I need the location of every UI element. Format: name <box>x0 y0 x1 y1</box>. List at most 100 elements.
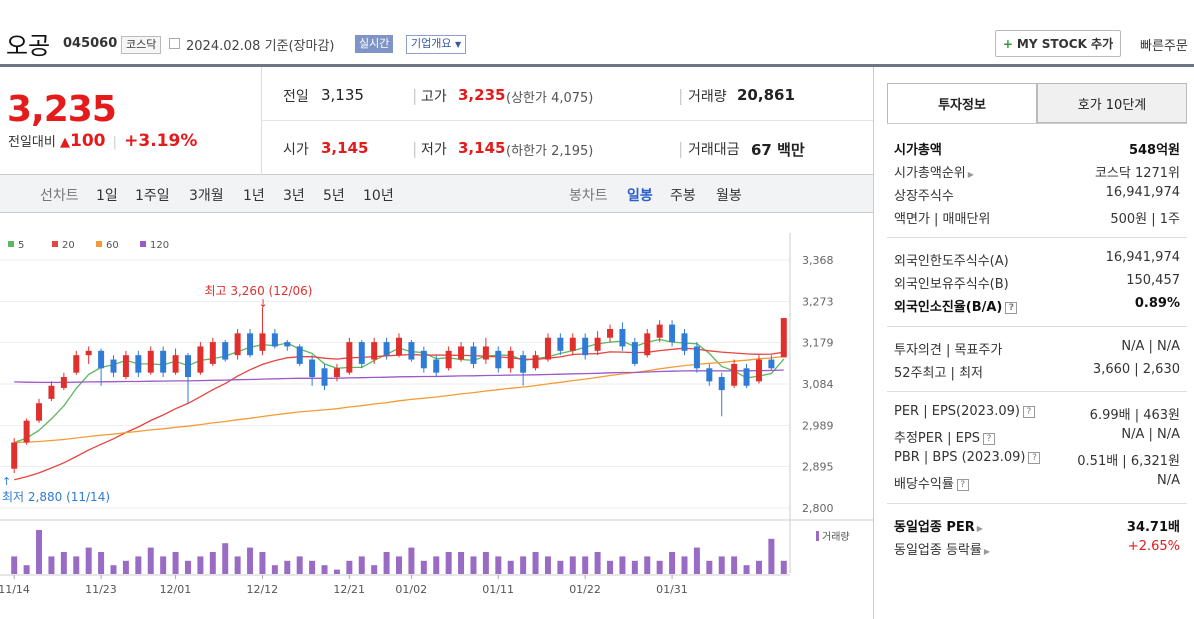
my-stock-add-button[interactable]: + MY STOCK 추가 <box>995 30 1121 57</box>
period-1y[interactable]: 1년 <box>243 188 265 204</box>
row-industry-change[interactable]: 동일업종 등락률 ▶ +2.65% <box>894 539 1180 562</box>
candle-body <box>557 337 564 351</box>
tab-invest-info[interactable]: 투자정보 <box>887 83 1037 123</box>
row-foreign-ratio: 외국인소진율(B/A)? 0.89% <box>894 296 1180 319</box>
high-value: 3,235 <box>458 86 506 104</box>
period-3y[interactable]: 3년 <box>283 188 305 204</box>
volume-bar <box>110 565 117 574</box>
period-1w[interactable]: 1주일 <box>135 188 170 204</box>
volume-bar <box>681 556 688 574</box>
upper-limit: (상한가 4,075) <box>506 91 594 106</box>
label: 추정PER | EPS <box>894 431 980 446</box>
candle-body <box>271 333 278 347</box>
candle-body <box>184 355 191 378</box>
arrow-up-icon: ↑ <box>2 475 11 488</box>
row-market-cap-rank[interactable]: 시가총액순위 ▶ 코스닥 1271위 <box>894 162 1180 185</box>
candle-daily[interactable]: 일봉 <box>627 188 653 204</box>
volume-bar <box>147 547 154 574</box>
company-info-dropdown[interactable]: 기업개요 ▼ <box>406 35 467 54</box>
row-face-value: 액면가 | 매매단위 500원 | 1주 <box>894 208 1180 231</box>
label: 외국인한도주식수(A) <box>894 254 1009 269</box>
volume-bar <box>321 565 328 574</box>
tab-hoga-10[interactable]: 호가 10단계 <box>1037 83 1187 123</box>
candle-body <box>147 350 154 373</box>
volume-bar <box>60 552 67 574</box>
label: 액면가 | 매매단위 <box>894 212 991 227</box>
volume-bar <box>557 560 564 574</box>
up-triangle-icon: ▲ <box>59 135 70 150</box>
low-label: 저가 <box>421 142 447 158</box>
volume-bar <box>85 547 92 574</box>
period-5y[interactable]: 5년 <box>323 188 345 204</box>
candle-body <box>731 363 738 386</box>
my-stock-label: MY STOCK 추가 <box>1016 37 1114 51</box>
y-tick-label: 3,368 <box>802 254 834 267</box>
candle-body <box>296 346 303 364</box>
volume-bar <box>160 556 167 574</box>
volume-bar <box>98 552 105 574</box>
candle-body <box>470 346 477 364</box>
candle-body <box>482 346 489 360</box>
investment-info-panel: 투자정보 호가 10단계 시가총액 548억원 시가총액순위 ▶ 코스닥 1271위 … <box>873 67 1194 619</box>
candle-body <box>222 342 229 360</box>
row-industry-per[interactable]: 동일업종 PER ▶ 34.71배 <box>894 516 1180 539</box>
candle-body <box>371 342 378 360</box>
volume-bar <box>507 560 514 574</box>
quick-order-link[interactable]: 빠른주문 <box>1140 39 1188 54</box>
legend-label: 20 <box>62 240 75 251</box>
candle-body <box>420 350 427 369</box>
realtime-tag[interactable]: 실시간 <box>355 35 394 53</box>
help-icon[interactable]: ? <box>1028 452 1041 464</box>
candle-body <box>569 337 576 351</box>
legend-swatch <box>52 241 58 247</box>
help-icon[interactable]: ? <box>1022 406 1035 418</box>
candle-body <box>520 355 527 373</box>
volume-bar <box>607 560 614 574</box>
help-icon[interactable]: ? <box>956 479 969 491</box>
candle-body <box>780 318 787 358</box>
candle-body <box>85 350 92 356</box>
x-tick-label: 11/14 <box>0 583 30 596</box>
prev-close-value: 3,135 <box>321 86 364 104</box>
candle-body <box>122 355 129 378</box>
period-3m[interactable]: 3개월 <box>189 188 224 204</box>
y-tick-label: 3,179 <box>802 337 834 350</box>
candle-body <box>209 342 216 364</box>
price-chart[interactable]: 5 20 60 120 3,368 3,273 3,179 3,084 2,989 2,895 2,… <box>0 213 873 619</box>
lower-limit: (하한가 2,195) <box>506 144 594 159</box>
period-10y[interactable]: 10년 <box>363 188 394 204</box>
value: N/A <box>1157 473 1180 488</box>
candle-body <box>669 324 676 343</box>
label: 외국인보유주식수(B) <box>894 277 1009 292</box>
volume-bar <box>222 543 229 574</box>
legend-label: 5 <box>18 240 24 251</box>
plus-icon: + <box>1002 36 1013 51</box>
volume-bar <box>619 556 626 574</box>
row-foreign-holding: 외국인보유주식수(B) 150,457 <box>894 273 1180 296</box>
low-value: 3,145 <box>458 139 506 157</box>
volume-bar <box>197 556 204 574</box>
change-percent: +3.19% <box>124 131 198 151</box>
row-per-eps: PER | EPS(2023.09)? 6.99배 | 463원 <box>894 404 1180 427</box>
volume-bar <box>731 556 738 574</box>
value: 0.51배 | 6,321원 <box>1077 454 1180 469</box>
volume-bar <box>544 556 551 574</box>
value: 16,941,974 <box>1105 250 1180 265</box>
candle-body <box>98 350 105 369</box>
volume-bar <box>184 560 191 574</box>
help-icon[interactable]: ? <box>1005 302 1018 314</box>
row-pbr-bps: PBR | BPS (2023.09)? 0.51배 | 6,321원 <box>894 450 1180 473</box>
candle-monthly[interactable]: 월봉 <box>716 188 742 204</box>
date-basis: 2024.02.08 기준(장마감) <box>186 39 335 54</box>
help-icon[interactable]: ? <box>982 433 995 445</box>
period-1d[interactable]: 1일 <box>96 188 118 204</box>
volume-bar <box>768 538 775 574</box>
x-tick-label: 11/23 <box>85 583 117 596</box>
candle-body <box>706 368 713 382</box>
quote-summary: 3,235 전일대비 ▲100 | +3.19% 전일 3,135 | 고가 3… <box>0 67 873 175</box>
candle-weekly[interactable]: 주봉 <box>670 188 696 204</box>
value: 0.89% <box>1134 296 1180 311</box>
volume-bar <box>383 552 390 574</box>
ma-line-60 <box>14 355 784 444</box>
candle-body <box>631 342 638 364</box>
